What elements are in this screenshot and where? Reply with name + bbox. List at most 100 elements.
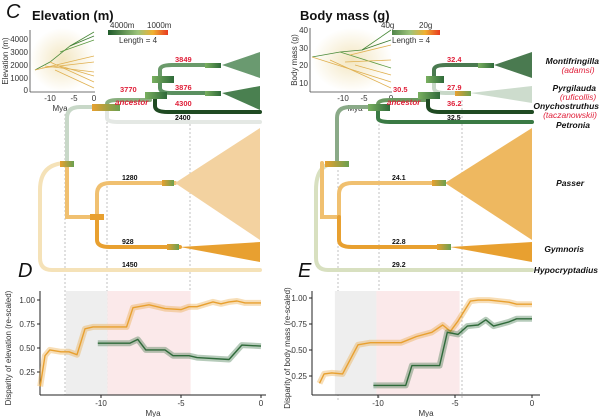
value-pyrgilauda: 27.9 [447, 83, 462, 92]
node-box [426, 76, 444, 83]
branch-onychostruthus [153, 93, 262, 114]
y-axis-label: Disparity of body mass (re-scaled) [283, 287, 292, 409]
value-petronia: 2400 [175, 115, 191, 122]
legend-low-label: 1000m [147, 21, 172, 30]
branch-stem-lower [320, 161, 341, 219]
clade-gymnoris [180, 242, 260, 262]
branch-ancestor [376, 98, 427, 109]
inset-ytick: 4000 [10, 35, 28, 44]
panel-body-mass-title: Body mass (g) [300, 8, 390, 23]
node-box [205, 91, 221, 96]
taxon-pyrgilauda: Pyrgilauda [553, 83, 597, 93]
inset-ytick: 10 [299, 79, 308, 88]
x-tick-label: -5 [451, 399, 459, 408]
node-box [478, 63, 494, 68]
taxon-passer: Passer [556, 178, 585, 188]
branch-gymnoris [95, 215, 182, 249]
y-tick-label: 1.00 [291, 294, 307, 303]
chart-e-body-mass-disparity: -10 -5 0 0.25 0.50 0.75 1.00 Mya Disparity of bo… [283, 287, 540, 417]
node-box [90, 214, 104, 220]
value-ancestor: 30.5 [393, 85, 408, 94]
inset-elevation-plot: 4000 3000 2000 1000 0 -10 -5 0 Mya Eleva… [1, 28, 97, 113]
legend-high-label: 40g [381, 21, 394, 30]
value-gymnoris: 22.8 [392, 239, 406, 246]
node-box [92, 104, 120, 111]
branch-pyrgilauda [432, 77, 467, 95]
inset-ytick: 0 [24, 86, 29, 95]
inset-ytick: 20 [299, 61, 308, 70]
node-box [167, 244, 179, 250]
branch-passer [337, 181, 434, 219]
branch-hypocryptadius [38, 161, 262, 272]
branch-stem-lower [65, 161, 99, 219]
inset-ytick: 3000 [10, 48, 28, 57]
value-petronia: 32.5 [447, 115, 461, 122]
node-box [145, 92, 167, 99]
value-hypocryptadius: 1450 [122, 262, 138, 269]
label-ancestor: ancestor [115, 98, 149, 107]
panel-letter-e: E [298, 260, 312, 282]
series-line [39, 300, 261, 387]
inset-xtick: -5 [70, 94, 78, 103]
panel-c-title: Elevation (m) [32, 8, 114, 23]
x-axis-label: Mya [145, 409, 161, 417]
clade-gymnoris [450, 242, 532, 262]
branch-petronia [376, 105, 534, 124]
node-box [368, 104, 390, 111]
branch-gymnoris [337, 215, 439, 249]
x-tick-label: -10 [95, 399, 107, 408]
phylogeny-elevation [38, 52, 262, 272]
branch-onychostruthus [426, 93, 534, 114]
x-tick-label: -10 [372, 399, 384, 408]
value-onychostruthus: 4300 [175, 99, 192, 108]
node-box [437, 244, 451, 250]
branch-ancestor [105, 98, 152, 109]
taxon-onychostruthus-species: (taczanowskii) [543, 110, 597, 120]
node-box [205, 63, 221, 68]
inset-ytick: 30 [299, 44, 308, 53]
inset-ytick: 2000 [10, 61, 28, 70]
taxon-gymnoris: Gymnoris [544, 244, 584, 254]
node-box [455, 91, 471, 96]
inset-xtick: -10 [44, 94, 56, 103]
clade-pyrgilauda [222, 86, 260, 110]
node-box [162, 180, 174, 186]
series-line [97, 338, 262, 361]
y-tick-label: 0.50 [291, 346, 307, 355]
time-guides [64, 112, 191, 395]
label-ancestor: ancestor [387, 98, 421, 107]
inset-ylabel: Body mass (g) [290, 34, 299, 86]
chart-d-elevation-disparity: -10 -5 0 0.25 0.50 0.75 1.00 Mya Disparity of el… [4, 290, 266, 417]
node-box [60, 161, 74, 167]
node-box [418, 92, 440, 99]
panel-c: C Elevation (m) 4000m 1000m Length = 4 4… [1, 1, 262, 395]
value-montifringilla: 32.4 [447, 55, 462, 64]
value-gymnoris: 928 [122, 239, 134, 246]
value-pyrgilauda: 3876 [175, 83, 192, 92]
clade-montifringilla [222, 52, 260, 78]
panel-body-mass-tree: Body mass (g) 40g 20g Length = 4 40 30 2… [290, 8, 599, 400]
legend-length-label: Length = 4 [119, 36, 158, 45]
inset-xtick: -10 [337, 94, 349, 103]
y-tick-label: 1.00 [19, 296, 35, 305]
x-tick-label: 0 [530, 399, 535, 408]
y-tick-label: 0.75 [291, 320, 307, 329]
taxon-onychostruthus: Onychostruthus [533, 101, 599, 111]
inset-xtick: 0 [92, 94, 97, 103]
branch-stem-upper [335, 105, 372, 165]
color-legend-bar [108, 30, 168, 35]
legend-low-label: 20g [419, 21, 432, 30]
inset-trajectories [34, 31, 95, 89]
value-onychostruthus: 36.2 [447, 99, 462, 108]
clade-montifringilla [494, 52, 532, 78]
taxon-montifringilla: Montifringilla [546, 56, 600, 66]
node-box [325, 161, 349, 167]
taxon-montifringilla-species: (adamsi) [561, 65, 594, 75]
value-passer: 1280 [122, 175, 138, 182]
y-tick-label: 0.75 [19, 320, 35, 329]
branch-pyrgilauda [158, 77, 212, 95]
branch-petronia [105, 105, 262, 124]
legend-length-label: Length = 4 [392, 36, 431, 45]
taxon-petronia: Petronia [556, 120, 590, 130]
